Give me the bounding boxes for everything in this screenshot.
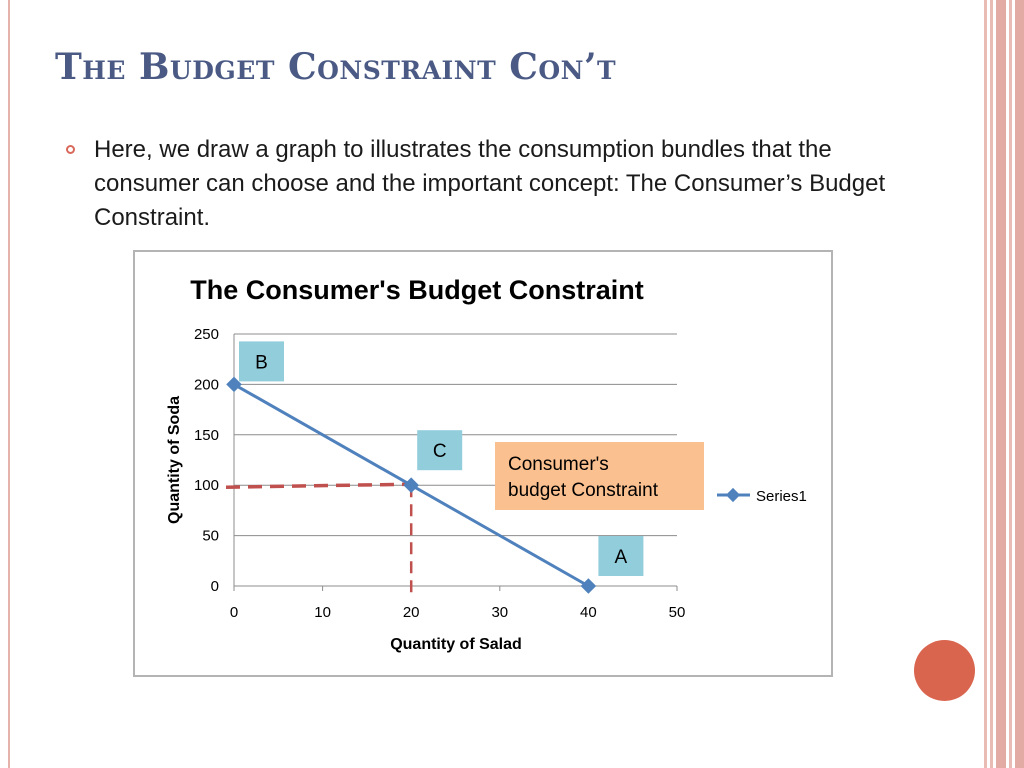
callout-text: Consumer's budget Constraint <box>508 454 659 501</box>
chart-title: The Consumer's Budget Constraint <box>190 275 643 305</box>
y-tick-label: 50 <box>202 528 219 545</box>
slide-title: The Budget Constraint Con’t <box>55 46 617 88</box>
callout-box <box>495 442 704 510</box>
x-tick-label: 50 <box>669 604 686 621</box>
left-border-line <box>8 0 10 768</box>
point-label-box <box>417 430 463 471</box>
legend: Series1 <box>717 487 807 505</box>
y-tick-labels: 0 50 100 150 200 250 <box>194 326 219 595</box>
right-decorative-stripes <box>984 0 1024 768</box>
gridlines <box>233 333 678 591</box>
legend-marker <box>725 487 741 503</box>
y-tick-label: 250 <box>194 326 219 343</box>
stripe-1 <box>984 0 987 768</box>
point-labels: B C A <box>239 341 644 576</box>
y-axis-label: Quantity of Soda <box>166 396 183 524</box>
stripe-3 <box>996 0 1006 768</box>
reference-lines <box>225 482 413 598</box>
x-tick-label: 0 <box>230 604 238 621</box>
decorative-circle <box>914 640 975 701</box>
y-tick-label: 150 <box>194 427 219 444</box>
point-label-box <box>598 536 644 576</box>
callout: Consumer's budget Constraint <box>495 442 704 510</box>
stripe-2 <box>990 0 993 768</box>
point-label: A <box>615 547 628 568</box>
point-label-box <box>239 341 284 382</box>
legend-label: Series1 <box>756 488 807 505</box>
point-label: B <box>255 352 268 373</box>
horizontal-dashed-line <box>225 482 412 489</box>
x-tick-label: 30 <box>491 604 508 621</box>
bullet-circle-icon <box>66 145 75 154</box>
y-tick-label: 200 <box>194 376 219 393</box>
data-point-marker <box>403 477 419 493</box>
x-axis-label: Quantity of Salad <box>390 636 522 653</box>
data-point-marker <box>580 578 597 594</box>
budget-constraint-chart: The Consumer's Budget Constraint 0501001… <box>166 275 807 653</box>
bullet-text: Here, we draw a graph to illustrates the… <box>94 136 886 231</box>
y-tick-label: 100 <box>194 477 219 494</box>
point-label: C <box>433 441 447 462</box>
x-tick-label: 20 <box>403 604 420 621</box>
x-tick-labels: 0 10 20 30 40 50 <box>230 604 686 621</box>
x-tick-label: 40 <box>580 604 597 621</box>
x-tick-label: 10 <box>314 604 331 621</box>
stripe-4 <box>1009 0 1012 768</box>
y-tick-label: 0 <box>211 578 219 595</box>
stripe-5 <box>1015 0 1024 768</box>
chart-frame: The Consumer's Budget Constraint 0 50 100 1… <box>133 250 833 677</box>
